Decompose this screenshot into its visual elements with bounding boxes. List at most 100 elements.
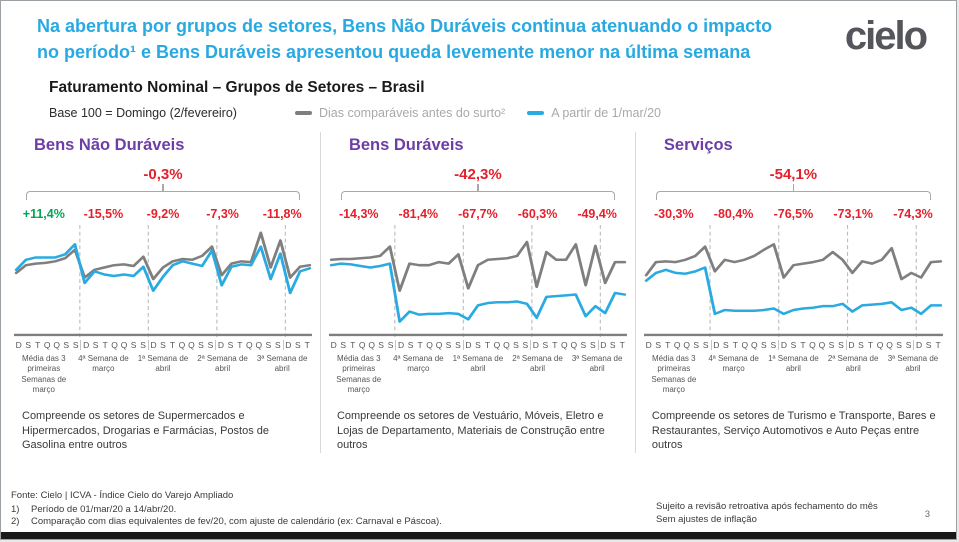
axis-day-label: S	[160, 340, 166, 351]
axis-day-label: S	[542, 340, 549, 351]
gray-dash-icon	[295, 111, 312, 115]
headline-line-1: Na abertura por grupos de setores, Bens …	[37, 16, 773, 36]
axis-day-label: D	[330, 340, 337, 351]
total-percentage: -54,1%	[769, 166, 818, 184]
headline: Na abertura por grupos de setores, Bens …	[37, 14, 842, 65]
axis-day-label: T	[304, 340, 310, 351]
page-title: Faturamento Nominal – Grupos de Setores …	[49, 79, 425, 97]
week-label: 4ª Semana de março	[78, 354, 129, 374]
axis-day-label: S	[386, 340, 397, 351]
section-bens-duraveis: Bens Duráveis -42,3% -14,3% -81,4% -67,7…	[321, 132, 636, 454]
bracket-line	[340, 191, 615, 201]
axis-day-label: Q	[673, 340, 681, 351]
axis-day-label: S	[655, 340, 662, 351]
weekly-pct: -60,3%	[517, 207, 558, 222]
axis-day-label: Q	[120, 340, 128, 351]
axis-day-label: Q	[741, 340, 749, 351]
axis-day-label: S	[407, 340, 414, 351]
week-label: 3ª Semana de abril	[887, 354, 939, 374]
axis-day-label: T	[800, 340, 806, 351]
revision-note: Sujeito a revisão retroativa após fecham…	[656, 501, 878, 513]
axis-day-label: S	[588, 340, 599, 351]
legend-label-pre-surto: Dias comparáveis antes do surto²	[319, 106, 506, 121]
axis-day-label: D	[83, 340, 90, 351]
axis-day-label: Q	[255, 340, 263, 351]
weekly-pct: -81,4%	[398, 207, 439, 222]
line-chart-bens-duraveis	[328, 225, 627, 340]
week-label: 1ª Semana de abril	[768, 354, 819, 374]
axis-day-label: T	[867, 340, 874, 351]
axis-day-label: S	[580, 340, 587, 351]
axis-day-label: S	[896, 340, 902, 351]
axis-day-label: T	[665, 340, 671, 351]
week-label: 1ª Semana de abril	[452, 354, 504, 374]
axis-day-label: S	[925, 340, 932, 351]
axis-day-label: Q	[358, 340, 366, 351]
axis-day-label: S	[453, 340, 464, 351]
axis-day-label: D	[285, 340, 292, 351]
axis-day-label: S	[294, 340, 301, 351]
cielo-logo: cielo	[844, 14, 928, 58]
bracket	[26, 184, 300, 201]
meta-row: Base 100 = Domingo (2/fevereiro) Dias co…	[49, 106, 956, 120]
axis-day-label: S	[130, 340, 137, 351]
axis-day-label: Q	[751, 340, 758, 351]
line-chart-servicos	[643, 225, 943, 340]
axis-day-label: T	[169, 340, 176, 351]
footer-right: Sujeito a revisão retroativa após fecham…	[656, 501, 936, 526]
axis-day-label: Q	[503, 340, 510, 351]
axis-day-label: S	[227, 340, 234, 351]
axis-day-label: T	[350, 340, 356, 351]
weekly-pct: -9,2%	[146, 207, 180, 222]
axis-day-label: Q	[493, 340, 501, 351]
week-label: 2ª Semana de abril	[827, 354, 879, 374]
axis-day-label: S	[206, 340, 217, 351]
weekly-percentages: -14,3% -81,4% -67,7% -60,3% -49,4%	[329, 207, 627, 221]
total-percentage: -0,3%	[143, 166, 183, 184]
pre-surto-line	[329, 240, 627, 293]
footnote-text: Período de 01/mar/20 a 14/abr/20.	[31, 503, 177, 515]
axis-day-label: S	[265, 340, 272, 351]
axis-day-label: S	[138, 340, 149, 351]
weekly-pct: -80,4%	[713, 207, 754, 222]
headline-line-2: no período¹ e Bens Duráveis apresentou q…	[37, 41, 751, 62]
footnote-1: 1) Período de 01/mar/20 a 14/abr/20.	[11, 504, 442, 516]
bracket-tick	[162, 184, 164, 192]
axis-day-label: D	[848, 340, 855, 351]
post-surto-line	[644, 266, 943, 316]
weekly-pct: -30,3%	[654, 207, 694, 222]
total-percentage: -42,3%	[454, 166, 502, 184]
axis-day-label: D	[532, 340, 539, 351]
axis-day-label: D	[916, 340, 923, 351]
bracket-line	[655, 191, 931, 201]
axis-day-label: D	[645, 340, 652, 351]
inflation-note: Sem ajustes de inflação	[656, 513, 757, 525]
axis-day-label: Q	[683, 340, 691, 351]
weekly-pct: +11,4%	[22, 207, 65, 222]
axis-day-label: Q	[435, 340, 443, 351]
axis-day-label: S	[340, 340, 347, 351]
axis-day-label: S	[198, 340, 204, 351]
axis-day-label: T	[237, 340, 243, 351]
footer-left: Fonte: Cielo | ICVA - Índice Cielo do Va…	[11, 490, 442, 528]
bracket-line	[26, 191, 300, 201]
axis-day-label: Q	[178, 340, 186, 351]
axis-day-label: Q	[426, 340, 433, 351]
base-note: Base 100 = Domingo (2/fevereiro)	[49, 106, 237, 121]
section-bens-nao-duraveis: Bens Não Duráveis -0,3% +11,4% -15,5% -9…	[6, 132, 321, 454]
axis-day-label: Q	[818, 340, 826, 351]
axis-day-label: S	[836, 340, 847, 351]
axis-day-label: T	[35, 340, 41, 351]
axis-day-label: T	[484, 340, 491, 351]
axis-day-label: S	[790, 340, 797, 351]
axis-day-label: T	[935, 340, 941, 351]
axis-day-label: S	[701, 340, 712, 351]
axis-day-label: D	[600, 340, 607, 351]
axis-day-label: S	[445, 340, 452, 351]
footnote-number: 1)	[11, 503, 20, 515]
axis-day-label: S	[828, 340, 835, 351]
weekly-percentages: -30,3% -80,4% -76,5% -73,1% -74,3%	[644, 207, 943, 221]
footnote-2: 2) Comparação com dias equivalentes de f…	[11, 516, 442, 528]
